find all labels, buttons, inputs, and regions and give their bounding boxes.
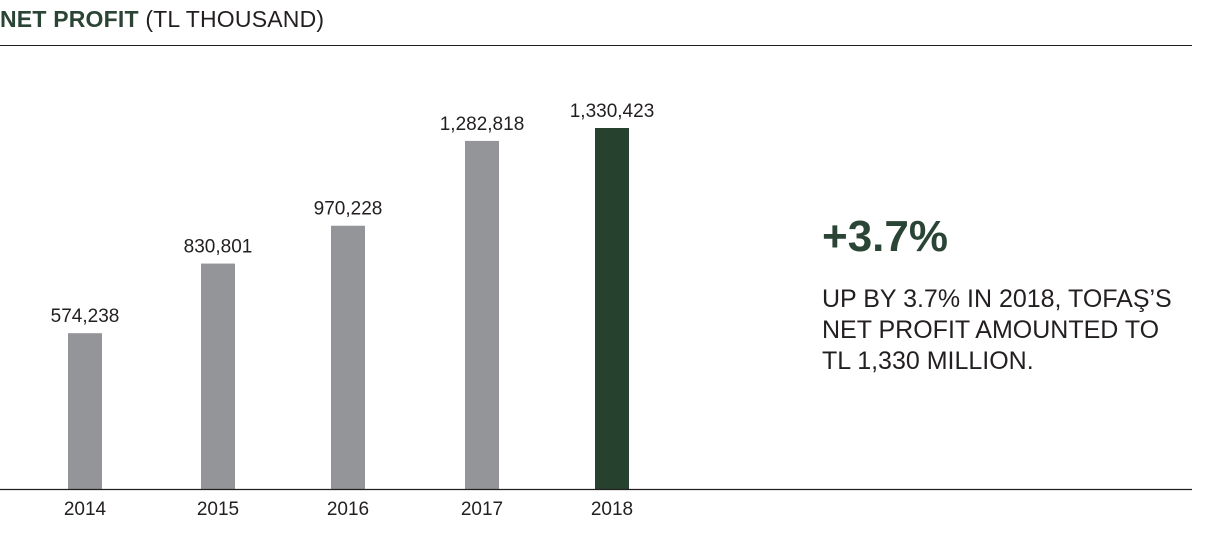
bar-2016 xyxy=(331,225,365,489)
growth-description: UP BY 3.7% IN 2018, TOFAŞ’S NET PROFIT A… xyxy=(822,284,1202,377)
chart-title: NET PROFIT (TL THOUSAND) xyxy=(0,6,324,33)
chart-title-unit: (TL THOUSAND) xyxy=(145,6,325,32)
value-label-2015: 830,801 xyxy=(184,237,253,258)
growth-description-line-3: TL 1,330 MILLION. xyxy=(822,347,1034,375)
x-tick-label-2014: 2014 xyxy=(64,499,107,520)
bar-2015 xyxy=(201,263,235,489)
x-tick-label-2015: 2015 xyxy=(197,499,239,520)
growth-percent: +3.7% xyxy=(822,212,948,261)
growth-description-line-1: UP BY 3.7% IN 2018, TOFAŞ’S xyxy=(822,285,1172,313)
bar-2014 xyxy=(68,333,102,489)
x-tick-label-2017: 2017 xyxy=(461,499,503,520)
growth-description-line-2: NET PROFIT AMOUNTED TO xyxy=(822,316,1160,344)
value-label-2018: 1,330,423 xyxy=(570,101,655,122)
value-label-2014: 574,238 xyxy=(51,306,120,327)
chart-title-main: NET PROFIT xyxy=(0,6,139,32)
value-label-2016: 970,228 xyxy=(314,199,383,220)
bar-2017 xyxy=(465,140,499,490)
x-tick-label-2016: 2016 xyxy=(327,499,369,520)
bar-2018 xyxy=(595,128,629,489)
value-label-2017: 1,282,818 xyxy=(440,114,525,135)
x-tick-label-2018: 2018 xyxy=(591,499,633,520)
top-divider xyxy=(0,45,1192,46)
